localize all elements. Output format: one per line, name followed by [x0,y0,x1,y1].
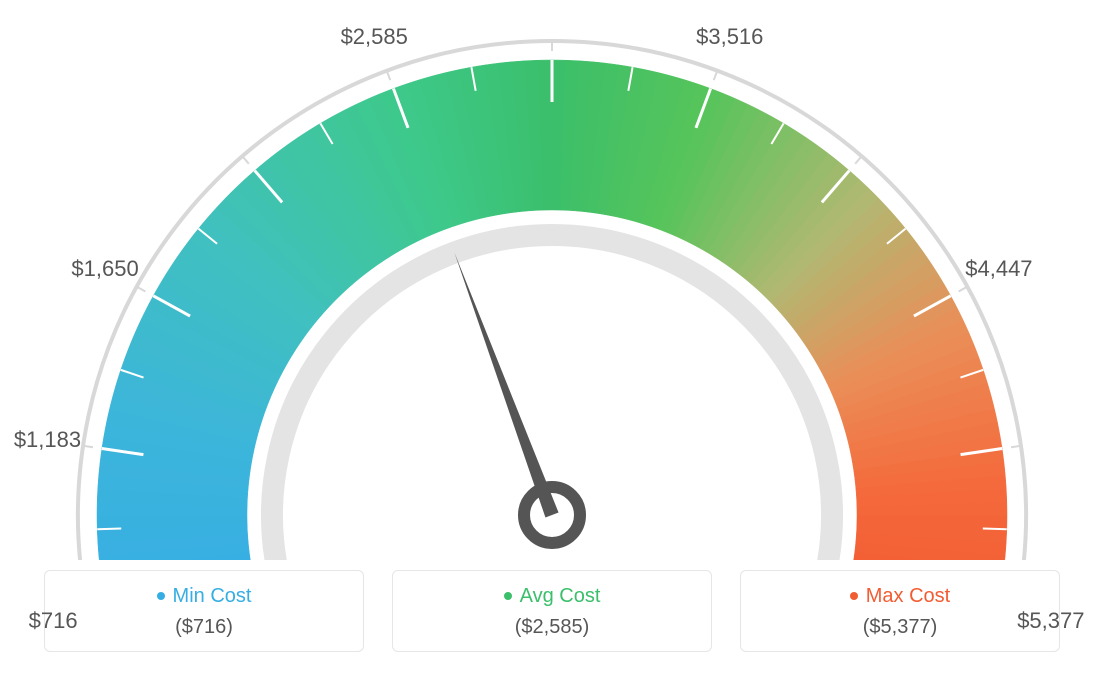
gauge-tick-label: $1,183 [14,427,81,453]
gauge-tick-label: $3,516 [696,24,763,50]
gauge-svg [0,0,1104,560]
legend-bullet-avg [504,592,512,600]
legend-card-avg: Avg Cost ($2,585) [392,570,712,652]
legend: Min Cost ($716) Avg Cost ($2,585) Max Co… [0,570,1104,652]
legend-value-min: ($716) [45,616,363,639]
gauge-tick-label: $1,650 [71,256,138,282]
legend-title-text: Min Cost [173,585,252,607]
legend-bullet-min [157,592,165,600]
legend-value-max: ($5,377) [741,616,1059,639]
legend-title-avg: Avg Cost [393,585,711,608]
legend-card-min: Min Cost ($716) [44,570,364,652]
legend-title-text: Avg Cost [520,585,601,607]
legend-value-avg: ($2,585) [393,616,711,639]
gauge-tick-label: $4,447 [965,256,1032,282]
gauge-tick-label: $716 [29,608,78,634]
gauge-tick-label: $5,377 [1017,608,1084,634]
gauge-needle [454,253,580,543]
legend-card-max: Max Cost ($5,377) [740,570,1060,652]
legend-title-max: Max Cost [741,585,1059,608]
legend-title-text: Max Cost [866,585,950,607]
legend-title-min: Min Cost [45,585,363,608]
legend-bullet-max [850,592,858,600]
gauge-tick-label: $2,585 [341,24,408,50]
gauge-container: $716$1,183$1,650$2,585$3,516$4,447$5,377 [0,0,1104,560]
